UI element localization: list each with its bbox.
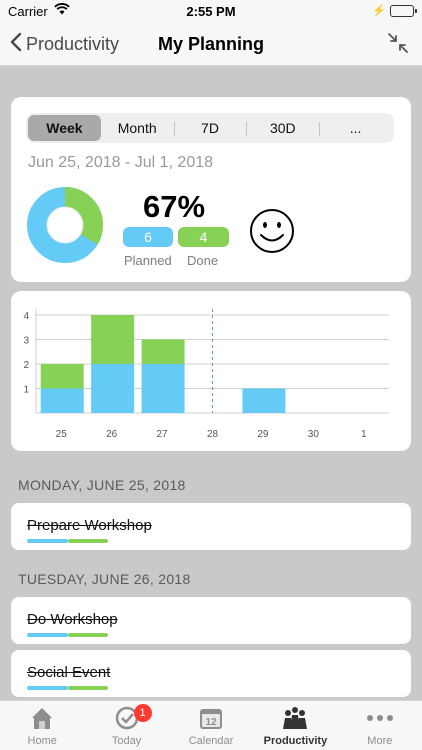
y-tick-label: 3: [23, 336, 29, 347]
task-planned-bar: [27, 539, 68, 543]
done-label: Done: [187, 253, 219, 268]
tab-home[interactable]: Home: [0, 701, 84, 750]
donut-hole: [46, 206, 84, 244]
task-done-bar: [68, 633, 108, 637]
segment-week[interactable]: Week: [28, 115, 101, 141]
completion-percent: 67%: [143, 189, 206, 224]
calendar-icon: 12: [197, 704, 225, 732]
bar-planned-25: [40, 388, 84, 413]
tab-today[interactable]: 1 Today: [84, 701, 168, 750]
task-item[interactable]: Prepare Workshop: [11, 503, 411, 550]
bar-done-27: [141, 339, 185, 364]
y-tick-label: 4: [23, 311, 29, 322]
chevron-left-icon: [10, 32, 22, 57]
completion-donut: [27, 187, 103, 263]
wifi-icon: [54, 3, 70, 18]
x-tick-label: 29: [257, 429, 269, 440]
period-segmented-control: Week Month 7D 30D ...: [26, 113, 394, 143]
x-tick-label: 27: [157, 429, 169, 440]
more-dots-icon: [366, 704, 394, 732]
date-range: Jun 25, 2018 - Jul 1, 2018: [28, 154, 214, 171]
scroll-content[interactable]: Week Month 7D 30D ... Jun 25, 2018 - Jul…: [0, 67, 422, 700]
task-name: Social Event: [27, 664, 111, 681]
bar-planned-29: [242, 388, 286, 413]
x-tick-label: 28: [207, 429, 219, 440]
tab-calendar[interactable]: 12 Calendar: [169, 701, 253, 750]
planned-count-badge: 6: [123, 227, 173, 247]
today-badge: 1: [133, 704, 152, 722]
bar-planned-27: [141, 364, 185, 413]
x-tick-label: 26: [106, 429, 118, 440]
task-done-bar: [68, 686, 108, 690]
home-icon: [28, 704, 56, 732]
done-count-badge: 4: [178, 227, 229, 247]
planned-label: Planned: [124, 253, 172, 268]
y-tick-label: 1: [23, 385, 29, 396]
carrier-label: Carrier: [8, 4, 48, 19]
bar-done-25: [40, 364, 84, 389]
tab-label: Today: [111, 735, 142, 747]
tab-label: Home: [27, 735, 57, 747]
task-name: Prepare Workshop: [27, 517, 152, 534]
x-tick-label: 1: [361, 429, 367, 440]
back-button[interactable]: Productivity: [10, 32, 119, 57]
charging-icon: ⚡: [372, 5, 386, 17]
segment-more[interactable]: ...: [319, 115, 392, 141]
segment-7d[interactable]: 7D: [173, 115, 247, 141]
collapse-icon[interactable]: [386, 31, 410, 60]
task-item[interactable]: Do Workshop: [11, 597, 411, 644]
weekly-chart-card: 1 2 3 4 25 26 27 28 29 30 1: [11, 291, 411, 451]
x-tick-label: 30: [308, 429, 320, 440]
tab-label: More: [367, 735, 393, 747]
clock: 2:55 PM: [186, 4, 236, 19]
task-name: Do Workshop: [27, 611, 118, 628]
status-bar: Carrier 2:55 PM ⚡: [0, 0, 422, 22]
day-header-monday: MONDAY, JUNE 25, 2018: [18, 477, 186, 493]
tab-label: Productivity: [263, 735, 328, 747]
back-button-label: Productivity: [26, 34, 120, 54]
battery-icon: [390, 5, 417, 17]
navigation-bar: Productivity My Planning: [0, 22, 422, 66]
weekly-bar-chart: 1 2 3 4 25 26 27 28 29 30 1: [23, 309, 389, 440]
productivity-icon: [281, 704, 309, 732]
segment-30d[interactable]: 30D: [246, 115, 319, 141]
y-tick-label: 2: [23, 360, 29, 371]
tab-more[interactable]: More: [338, 701, 422, 750]
task-done-bar: [68, 539, 108, 543]
day-header-tuesday: TUESDAY, JUNE 26, 2018: [18, 571, 191, 587]
x-tick-label: 25: [56, 429, 68, 440]
bar-done-26: [91, 315, 135, 364]
smiley-face-icon: [250, 209, 294, 253]
calendar-icon-day: 12: [205, 717, 217, 728]
bar-planned-26: [91, 364, 135, 413]
task-item[interactable]: Social Event: [11, 650, 411, 697]
tab-label: Calendar: [188, 735, 234, 747]
segment-month[interactable]: Month: [117, 120, 157, 136]
task-planned-bar: [27, 633, 68, 637]
summary-card: Week Month 7D 30D ... Jun 25, 2018 - Jul…: [11, 97, 411, 282]
tab-productivity[interactable]: Productivity: [253, 701, 337, 750]
task-planned-bar: [27, 686, 68, 690]
donut-done-arc: [27, 187, 103, 263]
tab-bar: Home 1 Today 12 Calendar Productivity Mo…: [0, 700, 422, 750]
